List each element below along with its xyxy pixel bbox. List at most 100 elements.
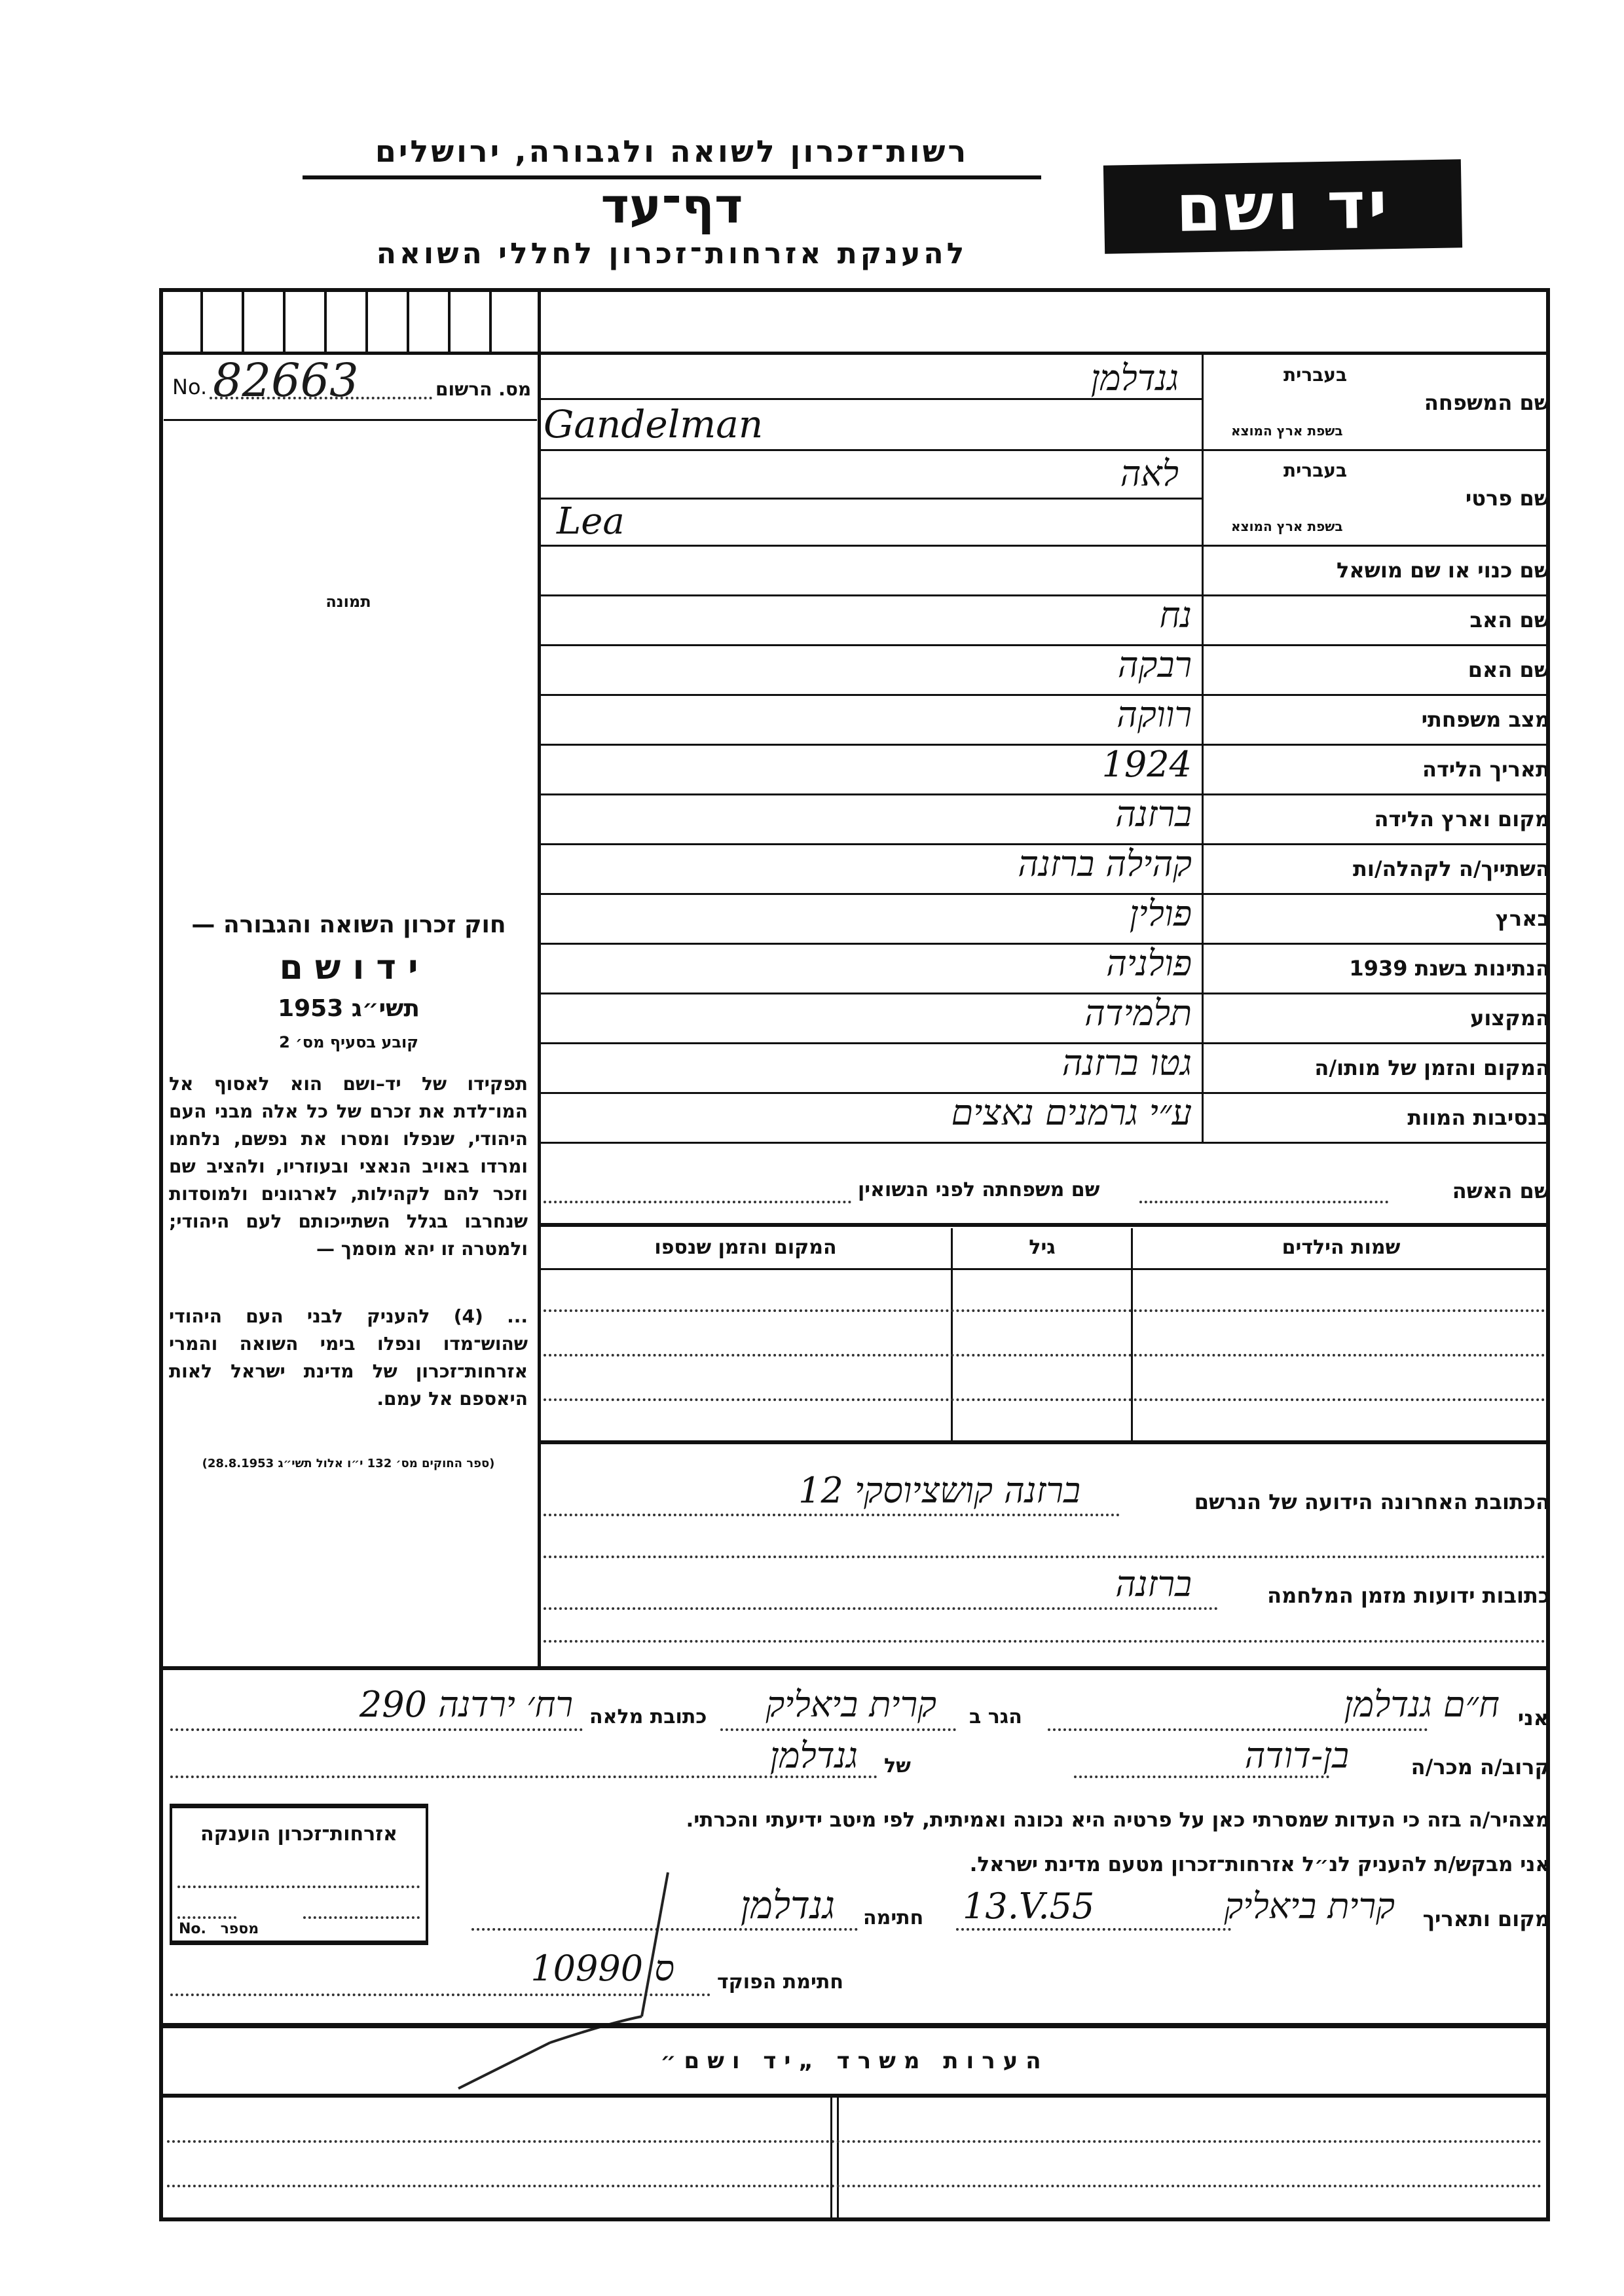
- wartime-address-line-2[interactable]: [544, 1640, 1545, 1643]
- law-title: חוק זכרון השואה והגבורה —: [191, 911, 506, 938]
- strip-box-divider: [448, 291, 451, 352]
- strip-box-divider: [407, 291, 409, 352]
- field-row-line: [541, 644, 1550, 646]
- declaration-bottom-line: [159, 2023, 1550, 2028]
- registration-no-label: No.: [172, 374, 208, 399]
- full-address-label: כתובת מלאה: [589, 1705, 707, 1728]
- registration-underline: [164, 419, 537, 421]
- first-name-midline: [541, 498, 1202, 500]
- law-footnote: (ספר החוקים מס׳ 132 י״ו אלול תשי״ג 28.8.…: [202, 1457, 495, 1470]
- wife-dotted-line-2[interactable]: [1139, 1201, 1198, 1203]
- residing-value[interactable]: קרית ביאליק: [766, 1684, 936, 1725]
- declaration-request: אני מבקש/ת להעניק לנ״ל אזרחות־זכרון מטעם…: [969, 1853, 1550, 1876]
- field-row-line: [541, 1092, 1550, 1094]
- remarks-line-1[interactable]: [167, 2140, 1542, 2143]
- first-name-origin-value[interactable]: Lea: [557, 500, 625, 543]
- citizenship-box-line-2b[interactable]: [303, 1916, 420, 1919]
- of-value[interactable]: גנדלמן: [769, 1735, 858, 1776]
- wife-maiden-dotted-line[interactable]: [544, 1201, 851, 1203]
- law-name: י ד ו ש ם: [279, 948, 418, 987]
- place-date-label: מקום ותאריך: [1422, 1906, 1550, 1931]
- field-value[interactable]: פולין: [1129, 893, 1192, 934]
- children-col-divider-2: [1131, 1228, 1133, 1441]
- strip-box-divider: [200, 291, 203, 352]
- place-date-line[interactable]: [956, 1928, 1231, 1931]
- last-address-line-2[interactable]: [544, 1556, 1545, 1558]
- family-name-origin-value[interactable]: Gandelman: [544, 402, 764, 446]
- field-row-line: [541, 943, 1550, 945]
- field-label: הנתינות בשנת 1939: [1349, 956, 1550, 981]
- field-value[interactable]: פולניה: [1106, 943, 1192, 984]
- field-value[interactable]: נח: [1159, 594, 1192, 636]
- field-value[interactable]: קהילה ברזנה: [1018, 843, 1192, 884]
- enumerator-value[interactable]: 10990 ס: [530, 1948, 674, 1989]
- left-column-divider: [538, 288, 541, 1668]
- field-label: שם האב: [1469, 608, 1550, 632]
- field-label: שם האם: [1467, 657, 1550, 682]
- field-value[interactable]: ברזנה: [1115, 793, 1192, 835]
- enumerator-label: חתימת הפוקד: [717, 1971, 843, 1994]
- field-row-line: [541, 893, 1550, 895]
- full-address-value[interactable]: רח׳ ירדנה 290: [359, 1684, 573, 1725]
- remarks-line-2[interactable]: [167, 2185, 1542, 2187]
- registration-dotted-line: [210, 397, 432, 399]
- citizenship-box-title: אזרחות־זכרון הוענקה: [200, 1823, 398, 1846]
- yad-vashem-logo: יד ושם: [1103, 159, 1463, 254]
- wife-dotted-line[interactable]: [1202, 1201, 1388, 1203]
- declarant-name[interactable]: ח״ם גנדלמן: [1344, 1684, 1500, 1725]
- children-row-2[interactable]: [544, 1354, 1545, 1357]
- family-name-label: שם המשפחה: [1424, 390, 1550, 415]
- full-address-line[interactable]: [170, 1728, 583, 1731]
- last-address-value[interactable]: ברזנה קושציוסקי 12: [798, 1470, 1080, 1511]
- relation-value[interactable]: בן-דודה: [1244, 1735, 1349, 1776]
- field-row-line: [541, 594, 1550, 596]
- field-label: המקצוע: [1470, 1006, 1550, 1030]
- field-value[interactable]: רווקה: [1116, 694, 1192, 735]
- law-paragraph-2: ... (4) להעניק לבני העם היהודי שהוש־מדו …: [169, 1305, 528, 1410]
- signature-value[interactable]: גנדלמן: [740, 1883, 835, 1927]
- of-line[interactable]: [170, 1776, 877, 1778]
- place-value[interactable]: קרית ביאליק: [1224, 1886, 1395, 1927]
- citizenship-box: אזרחות־זכרון הוענקה No. מספר: [170, 1804, 428, 1945]
- citizenship-box-line-1[interactable]: [177, 1886, 420, 1888]
- field-row-line: [541, 1042, 1550, 1044]
- last-address-line[interactable]: [544, 1514, 1120, 1516]
- field-label: בנסיבות המוות: [1407, 1105, 1550, 1130]
- wartime-address-label: כתובות ידועות מזמן המלחמה: [1267, 1583, 1550, 1608]
- citizenship-number-label: מספר: [220, 1921, 259, 1937]
- children-col-divider-1: [951, 1228, 953, 1441]
- citizenship-box-line-2a[interactable]: [177, 1916, 236, 1919]
- family-name-origin-label: בשפת ארץ המוצא: [1231, 423, 1343, 439]
- children-bottom-line: [539, 1440, 1550, 1444]
- family-name-midline: [541, 398, 1202, 400]
- family-name-hebrew-value[interactable]: גנדלמן: [1090, 357, 1179, 399]
- law-section: קובע בסעיף מס׳ 2: [279, 1033, 418, 1051]
- field-value[interactable]: תלמידה: [1084, 993, 1192, 1034]
- field-value[interactable]: גטו ברזנה: [1061, 1042, 1192, 1084]
- date-value[interactable]: 13.V.55: [963, 1886, 1095, 1927]
- field-value[interactable]: ע״י גרמנים נאצים: [951, 1092, 1192, 1133]
- registration-number: 82663: [213, 354, 359, 407]
- residing-line[interactable]: [720, 1728, 956, 1731]
- logo-text: יד ושם: [1175, 166, 1391, 247]
- last-address-label: הכתובת האחרונה הידועה של הנרשם: [1194, 1489, 1550, 1514]
- strip-box-divider: [489, 291, 492, 352]
- citizenship-number-row: No. מספר: [179, 1921, 259, 1937]
- wife-label: שם האשה: [1452, 1178, 1550, 1203]
- field-value[interactable]: 1924: [1101, 744, 1192, 785]
- field-row-line: [541, 744, 1550, 746]
- enumerator-line[interactable]: [170, 1994, 710, 1996]
- strip-box-divider: [324, 291, 327, 352]
- signature-line[interactable]: [471, 1928, 858, 1931]
- wartime-address-value[interactable]: ברזנה: [1115, 1563, 1192, 1605]
- wartime-address-line[interactable]: [544, 1607, 1218, 1610]
- declarant-name-line[interactable]: [1048, 1728, 1428, 1731]
- residing-label: הגר ב: [969, 1705, 1022, 1728]
- children-row-1[interactable]: [544, 1309, 1545, 1312]
- children-row-3[interactable]: [544, 1398, 1545, 1401]
- relation-line[interactable]: [1074, 1776, 1329, 1778]
- first-name-hebrew-value[interactable]: לאה: [1120, 453, 1179, 494]
- children-top-line: [539, 1223, 1550, 1227]
- children-header-age: גיל: [1029, 1236, 1056, 1259]
- field-value[interactable]: רבקה: [1117, 644, 1192, 685]
